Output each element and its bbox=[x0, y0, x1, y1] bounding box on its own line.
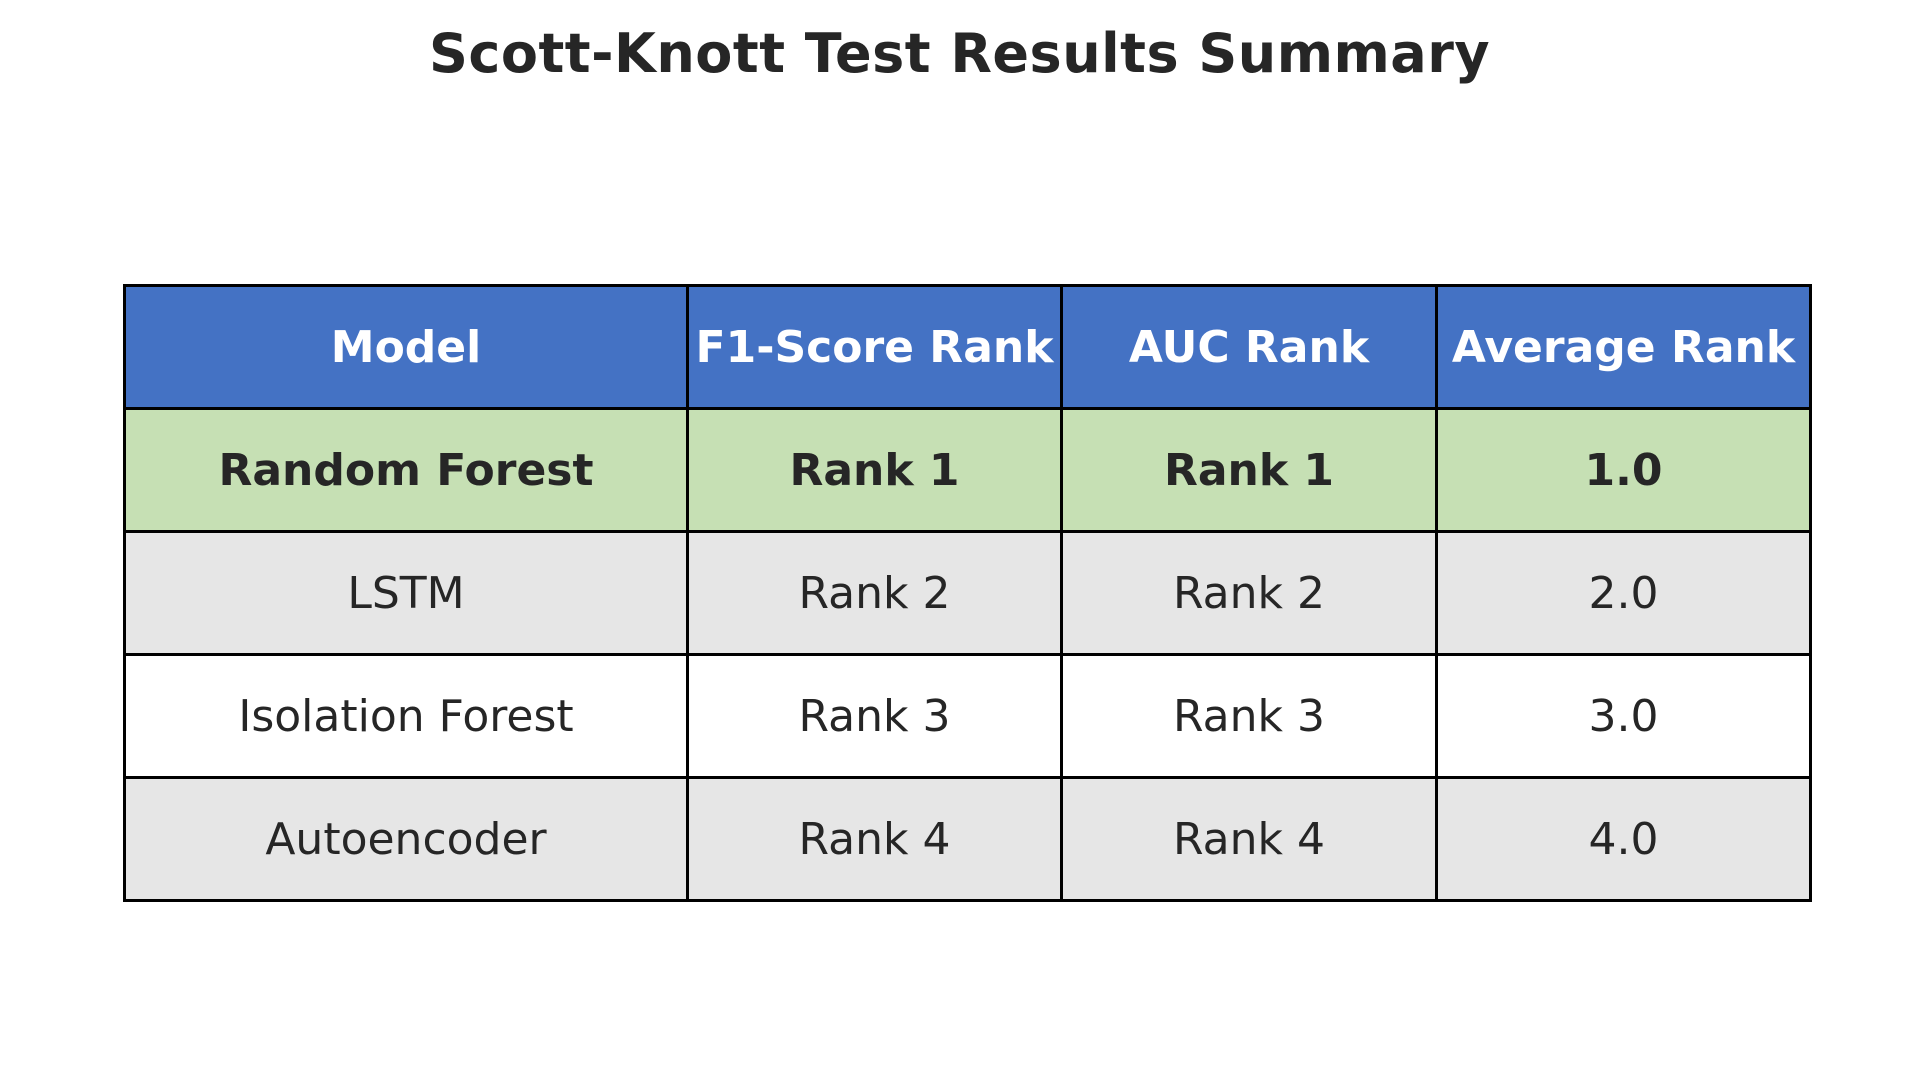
cell-auc-rank: Rank 3 bbox=[1060, 653, 1438, 779]
table-row: LSTM Rank 2 Rank 2 2.0 bbox=[123, 530, 1812, 656]
cell-model: Isolation Forest bbox=[123, 653, 689, 779]
chart-title: Scott-Knott Test Results Summary bbox=[428, 22, 1491, 85]
cell-f1-score-rank: Rank 3 bbox=[686, 653, 1063, 779]
header-model: Model bbox=[123, 284, 689, 410]
cell-f1-score-rank: Rank 1 bbox=[686, 407, 1063, 533]
header-f1-score-rank: F1-Score Rank bbox=[686, 284, 1063, 410]
cell-model: Random Forest bbox=[123, 407, 689, 533]
header-average-rank: Average Rank bbox=[1435, 284, 1812, 410]
table-row: Random Forest Rank 1 Rank 1 1.0 bbox=[123, 407, 1812, 533]
cell-model: Autoencoder bbox=[123, 776, 689, 902]
cell-average-rank: 2.0 bbox=[1435, 530, 1812, 656]
cell-average-rank: 4.0 bbox=[1435, 776, 1812, 902]
header-auc-rank: AUC Rank bbox=[1060, 284, 1438, 410]
table-header-row: Model F1-Score Rank AUC Rank Average Ran… bbox=[123, 284, 1812, 410]
cell-f1-score-rank: Rank 4 bbox=[686, 776, 1063, 902]
cell-model: LSTM bbox=[123, 530, 689, 656]
table-row: Isolation Forest Rank 3 Rank 3 3.0 bbox=[123, 653, 1812, 779]
cell-average-rank: 1.0 bbox=[1435, 407, 1812, 533]
results-table: Model F1-Score Rank AUC Rank Average Ran… bbox=[123, 284, 1812, 902]
cell-f1-score-rank: Rank 2 bbox=[686, 530, 1063, 656]
cell-average-rank: 3.0 bbox=[1435, 653, 1812, 779]
cell-auc-rank: Rank 4 bbox=[1060, 776, 1438, 902]
table-row: Autoencoder Rank 4 Rank 4 4.0 bbox=[123, 776, 1812, 902]
cell-auc-rank: Rank 1 bbox=[1060, 407, 1438, 533]
cell-auc-rank: Rank 2 bbox=[1060, 530, 1438, 656]
